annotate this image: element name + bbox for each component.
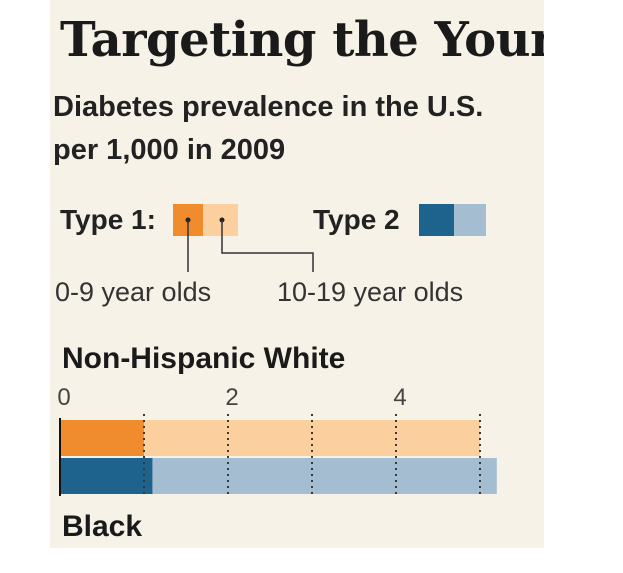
axis-tick-label-0: 0 [57, 384, 70, 411]
legend-age-young-label: 0-9 year olds [55, 277, 212, 307]
legend-connectors [185, 217, 314, 272]
group-label-non-hispanic-white: Non-Hispanic White [62, 342, 346, 375]
chart-title: Targeting the Youn [60, 12, 544, 68]
legend-swatch-type2-young [419, 204, 454, 236]
legend-swatch-type2-older [454, 204, 486, 236]
axis-ticks: 0 2 4 [57, 384, 406, 411]
legend-age-older-label: 10-19 year olds [277, 277, 464, 307]
gridlines [143, 414, 481, 496]
legend-type1-label: Type 1: [60, 204, 156, 235]
bar-type2-0-9 [60, 458, 153, 494]
bar-type1-0-9 [60, 420, 144, 456]
axis-tick-label-4: 4 [393, 384, 406, 411]
legend-connector-older [221, 220, 314, 272]
group-label-black: Black [62, 510, 143, 543]
chart-subtitle-line1: Diabetes prevalence in the U.S. [53, 91, 484, 123]
legend-type2-label: Type 2 [313, 204, 400, 235]
axis-tick-label-2: 2 [225, 384, 238, 411]
chart-svg: 0 2 4 [57, 217, 497, 496]
bars [59, 418, 497, 496]
chart-panel: Targeting the Youn Diabetes prevalence i… [50, 0, 544, 548]
chart-subtitle-line2: per 1,000 in 2009 [53, 134, 286, 166]
